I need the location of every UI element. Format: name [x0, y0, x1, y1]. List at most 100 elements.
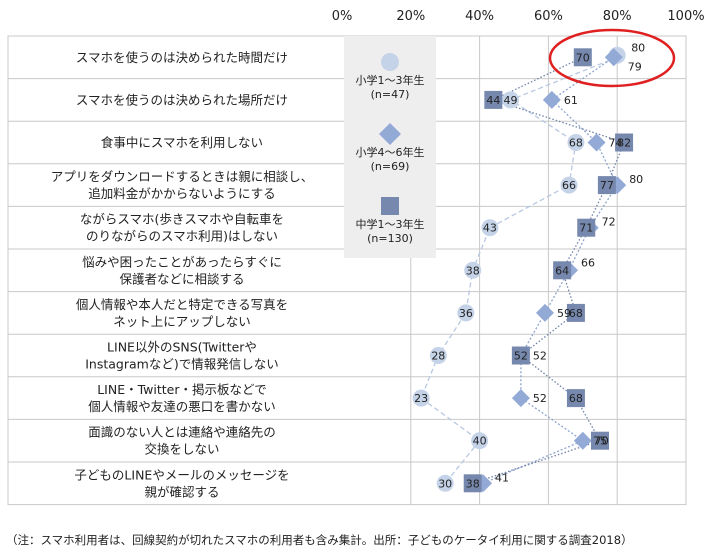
data-label: 72 [602, 216, 616, 229]
row-label: 追加料金がかからないようにする [88, 186, 275, 201]
data-label: 70 [576, 51, 590, 64]
data-label: 38 [466, 477, 480, 490]
data-label: 74 [609, 137, 623, 150]
legend-label: 中学1～3年生 [356, 217, 425, 231]
data-label: 43 [483, 222, 497, 235]
data-label: 41 [495, 471, 509, 484]
row-label: ながらスマホ(歩きスマホや自転車を [80, 212, 284, 227]
point-elementary-lower [471, 432, 489, 450]
data-label: 68 [569, 392, 583, 405]
point-junior-high [573, 48, 592, 67]
data-label: 52 [514, 350, 528, 363]
row-label: 個人情報や本人だと特定できる写真を [76, 297, 288, 312]
x-axis-ticks: 0% 20% 40% 60% 80% 100% [332, 9, 705, 24]
data-label: 52 [533, 392, 547, 405]
legend-label: (n=130) [367, 232, 413, 245]
x-tick-label: 60% [534, 9, 563, 24]
point-junior-high [511, 346, 530, 365]
data-label: 79 [628, 60, 642, 73]
legend-box [344, 36, 436, 258]
data-label: 80 [629, 173, 643, 186]
data-label: 77 [600, 179, 614, 192]
point-elementary-lower [436, 474, 454, 492]
data-label: 66 [581, 256, 595, 269]
row-label: Instagramなど)で情報発信しない [85, 357, 278, 372]
point-elementary-upper [587, 133, 606, 152]
data-label: 28 [431, 350, 445, 363]
data-label: 52 [533, 350, 547, 363]
legend-marker-circle [381, 53, 399, 71]
legend-marker-diamond [379, 123, 401, 145]
legend-label: 小学1～3年生 [356, 73, 425, 87]
highlight-ellipse [548, 28, 676, 88]
point-junior-high [597, 176, 616, 195]
point-junior-high [484, 90, 503, 109]
data-label: 59 [557, 307, 571, 320]
row-label: LINE以外のSNS(Twitterや [107, 340, 257, 355]
data-label: 61 [564, 94, 578, 107]
legend-label: 小学4～6年生 [356, 145, 425, 159]
point-elementary-lower [464, 261, 482, 279]
data-label: 36 [459, 307, 473, 320]
row-label: ネット上にアップしない [113, 314, 251, 329]
point-elementary-lower [560, 176, 578, 194]
point-elementary-lower [567, 134, 585, 151]
data-label: 30 [438, 477, 452, 490]
data-label: 80 [631, 41, 645, 54]
point-junior-high [615, 133, 634, 152]
data-label: 68 [569, 137, 583, 150]
row-label: 子どものLINEやメールのメッセージを [74, 467, 289, 482]
x-tick-label: 0% [332, 9, 353, 24]
point-elementary-lower [457, 304, 475, 322]
annotations [548, 28, 676, 88]
point-elementary-upper [511, 389, 530, 408]
x-tick-label: 40% [465, 9, 494, 24]
data-label: 44 [486, 94, 500, 107]
legend-marker-square [381, 197, 399, 215]
point-elementary-upper [604, 48, 623, 67]
point-junior-high [591, 431, 609, 450]
point-junior-high [463, 474, 482, 493]
series-line-2 [482, 56, 618, 484]
row-label: スマホを使うのは決められた時間だけ [76, 50, 288, 65]
point-elementary-upper [535, 303, 554, 322]
point-elementary-upper [542, 90, 561, 109]
legend: 小学1～3年生(n=47) 小学4～6年生(n=69) 中学1～3年生(n=130) [344, 36, 436, 258]
legend-label: (n=47) [371, 88, 410, 101]
x-tick-label: 100% [667, 9, 704, 24]
row-label: 個人情報や友達の悪口を書かない [88, 399, 276, 414]
row-label: 交換をしない [144, 442, 219, 457]
x-tick-label: 80% [603, 9, 632, 24]
data-label: 68 [569, 307, 583, 320]
row-labels: スマホを使うのは決められた時間だけスマホを使うのは決められた場所だけ食事中にスマ… [51, 50, 314, 499]
point-junior-high [553, 261, 572, 280]
row-label: 悩みや困ったことがあったらすぐに [82, 254, 282, 269]
point-junior-high [566, 389, 585, 408]
data-label: 49 [504, 94, 518, 107]
data-label: 71 [579, 222, 593, 235]
x-tick-label: 20% [396, 9, 425, 24]
data-label: 40 [473, 435, 487, 448]
point-junior-high [566, 303, 585, 322]
row-label: アプリをダウンロードするときは親に相談し、 [51, 169, 314, 184]
legend-label: (n=69) [371, 160, 410, 173]
point-elementary-lower [429, 347, 447, 364]
row-label: のりながらのスマホ利用)はしない [86, 229, 278, 244]
data-label: 66 [562, 179, 576, 192]
data-label: 82 [617, 137, 631, 150]
data-label: 38 [466, 264, 480, 277]
footnote: （注：スマホ利用者は、回線契約が切れたスマホの利用者も含み集計。出所：子どものケ… [6, 533, 633, 547]
point-elementary-lower [502, 91, 520, 109]
row-label: スマホを使うのは決められた場所だけ [76, 92, 288, 107]
point-elementary-lower [412, 389, 430, 407]
data-label: 70 [595, 435, 609, 448]
data-label: 75 [593, 435, 607, 448]
row-label: 食事中にスマホを利用しない [101, 135, 263, 150]
row-label: 保護者などに相談する [119, 271, 244, 286]
row-label: LINE・Twitter・掲示板などで [97, 382, 267, 397]
data-label: 23 [414, 392, 428, 405]
data-label: 64 [555, 264, 569, 277]
point-elementary-upper [573, 431, 592, 450]
